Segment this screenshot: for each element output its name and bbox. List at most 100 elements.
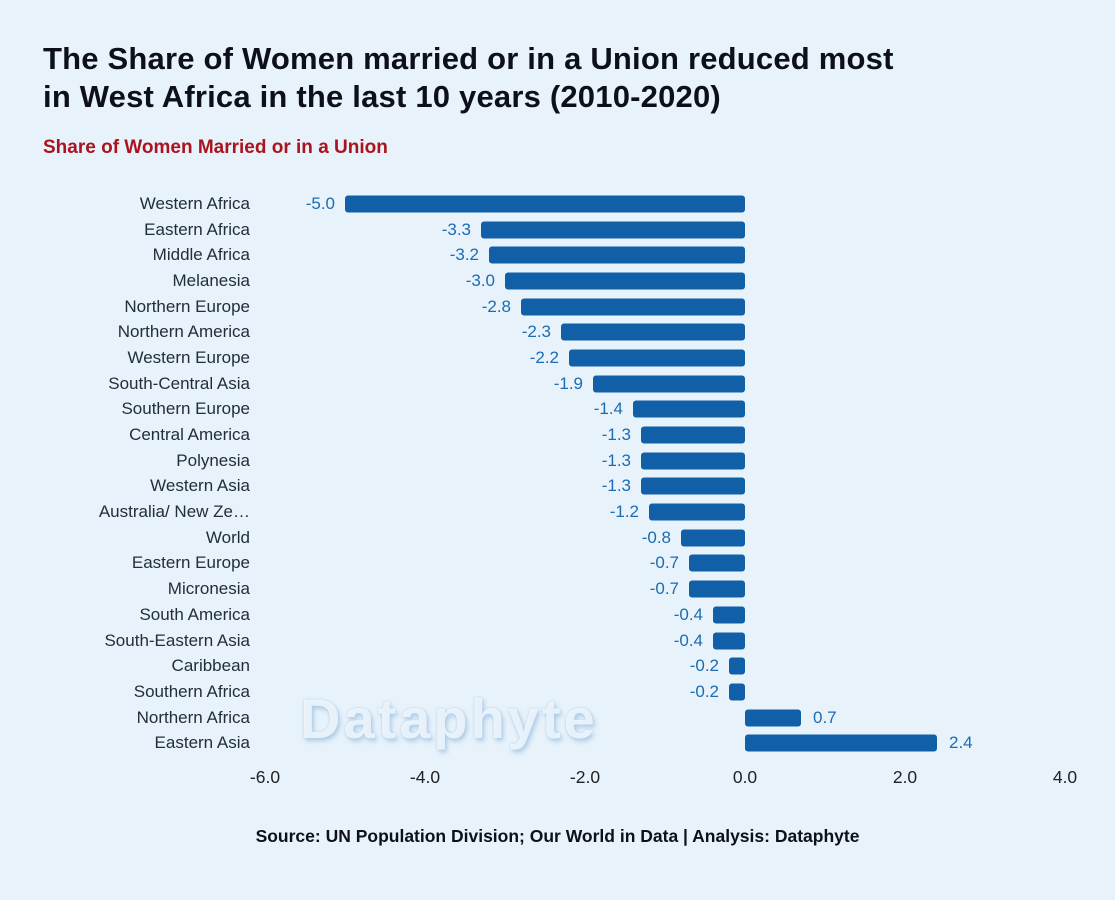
value-label: -0.7 xyxy=(649,579,679,599)
category-label: Central America xyxy=(129,425,250,445)
category-label: Western Africa xyxy=(139,193,250,213)
category-label: Caribbean xyxy=(171,656,250,676)
bar[interactable] xyxy=(641,452,745,470)
category-label: Micronesia xyxy=(167,579,250,599)
plot-area: -1.3 xyxy=(265,474,1065,500)
plot-area: 0.7 xyxy=(265,705,1065,731)
chart-row: Western Africa -5.0 xyxy=(0,191,1115,217)
value-label: -2.8 xyxy=(481,296,511,316)
plot-area: -5.0 xyxy=(265,191,1065,217)
plot-area: -0.4 xyxy=(265,628,1065,654)
chart-row: Polynesia -1.3 xyxy=(0,448,1115,474)
bar[interactable] xyxy=(689,554,745,572)
value-label: -3.2 xyxy=(449,245,479,265)
value-label: -0.2 xyxy=(689,656,719,676)
plot-area: -1.2 xyxy=(265,499,1065,525)
chart-row: Northern Africa 0.7 xyxy=(0,705,1115,731)
category-label: Eastern Asia xyxy=(154,733,250,753)
value-label: -5.0 xyxy=(305,193,335,213)
value-label: -0.4 xyxy=(673,630,703,650)
category-label: Eastern Africa xyxy=(144,219,250,239)
bar-chart: Western Africa -5.0 Eastern Africa -3.3 Midd… xyxy=(0,191,1115,793)
bar[interactable] xyxy=(729,657,745,675)
chart-row: Western Asia -1.3 xyxy=(0,474,1115,500)
category-label: World xyxy=(205,527,250,547)
plot-area: -0.4 xyxy=(265,602,1065,628)
category-label: Southern Africa xyxy=(133,681,250,701)
x-axis: -6.0 -4.0 -2.0 0.0 2.0 4.0 xyxy=(250,767,1077,793)
bar[interactable] xyxy=(569,349,745,367)
value-label: -0.2 xyxy=(689,681,719,701)
plot-area: -0.8 xyxy=(265,525,1065,551)
value-label: -0.7 xyxy=(649,553,679,573)
chart-row: World -0.8 xyxy=(0,525,1115,551)
chart-row: Melanesia -3.0 xyxy=(0,268,1115,294)
plot-area: 2.4 xyxy=(265,730,1065,756)
bar[interactable] xyxy=(505,272,745,290)
plot-area: -2.2 xyxy=(265,345,1065,371)
x-tick-label: -4.0 xyxy=(409,767,441,788)
bar[interactable] xyxy=(649,503,745,521)
value-label: -2.3 xyxy=(521,322,551,342)
bar[interactable] xyxy=(641,477,745,495)
bar[interactable] xyxy=(713,606,745,624)
category-label: South America xyxy=(139,604,250,624)
chart-row: Micronesia -0.7 xyxy=(0,576,1115,602)
chart-row: Eastern Africa -3.3 xyxy=(0,217,1115,243)
category-label: Northern America xyxy=(117,322,250,342)
chart-row: Caribbean -0.2 xyxy=(0,653,1115,679)
category-label: Northern Europe xyxy=(124,296,250,316)
bar[interactable] xyxy=(729,683,745,701)
chart-row: Eastern Asia 2.4 xyxy=(0,730,1115,756)
bar[interactable] xyxy=(481,221,745,239)
chart-row: Central America -1.3 xyxy=(0,422,1115,448)
x-tick-label: 2.0 xyxy=(892,767,918,788)
value-label: 2.4 xyxy=(949,733,973,753)
bar[interactable] xyxy=(681,529,745,547)
chart-row: Southern Africa -0.2 xyxy=(0,679,1115,705)
chart-row: Northern America -2.3 xyxy=(0,319,1115,345)
chart-row: South-Central Asia -1.9 xyxy=(0,371,1115,397)
x-tick-label: 4.0 xyxy=(1052,767,1078,788)
bar[interactable] xyxy=(713,632,745,650)
plot-area: -0.2 xyxy=(265,679,1065,705)
category-label: Polynesia xyxy=(176,450,250,470)
chart-subtitle: Share of Women Married or in a Union xyxy=(43,137,388,158)
bar[interactable] xyxy=(345,195,745,213)
bar[interactable] xyxy=(489,246,745,264)
value-label: -1.9 xyxy=(553,373,583,393)
plot-area: -1.4 xyxy=(265,397,1065,423)
plot-area: -0.7 xyxy=(265,576,1065,602)
bar[interactable] xyxy=(521,298,745,316)
chart-row: Middle Africa -3.2 xyxy=(0,242,1115,268)
value-label: -3.0 xyxy=(465,270,495,290)
plot-area: -2.8 xyxy=(265,294,1065,320)
bar[interactable] xyxy=(689,580,745,598)
bar[interactable] xyxy=(633,400,745,418)
value-label: -3.3 xyxy=(441,219,471,239)
category-label: Australia/ New Ze… xyxy=(98,502,250,522)
chart-row: Southern Europe -1.4 xyxy=(0,397,1115,423)
category-label: South-Eastern Asia xyxy=(104,630,250,650)
bar[interactable] xyxy=(641,426,745,444)
chart-row: Western Europe -2.2 xyxy=(0,345,1115,371)
category-label: Western Europe xyxy=(127,347,250,367)
plot-area: -1.3 xyxy=(265,422,1065,448)
category-label: Northern Africa xyxy=(136,707,250,727)
chart-row: South-Eastern Asia -0.4 xyxy=(0,628,1115,654)
plot-area: -3.3 xyxy=(265,217,1065,243)
plot-area: -0.2 xyxy=(265,653,1065,679)
bar[interactable] xyxy=(745,709,801,727)
category-label: Western Asia xyxy=(150,476,250,496)
value-label: -0.8 xyxy=(641,527,671,547)
chart-row: Northern Europe -2.8 xyxy=(0,294,1115,320)
bar[interactable] xyxy=(561,323,745,341)
bar[interactable] xyxy=(745,734,937,752)
bar[interactable] xyxy=(593,375,745,393)
plot-area: -3.2 xyxy=(265,242,1065,268)
plot-area: -3.0 xyxy=(265,268,1065,294)
source-note: Source: UN Population Division; Our Worl… xyxy=(255,826,860,846)
category-label: Middle Africa xyxy=(152,245,250,265)
chart-row: Australia/ New Ze… -1.2 xyxy=(0,499,1115,525)
